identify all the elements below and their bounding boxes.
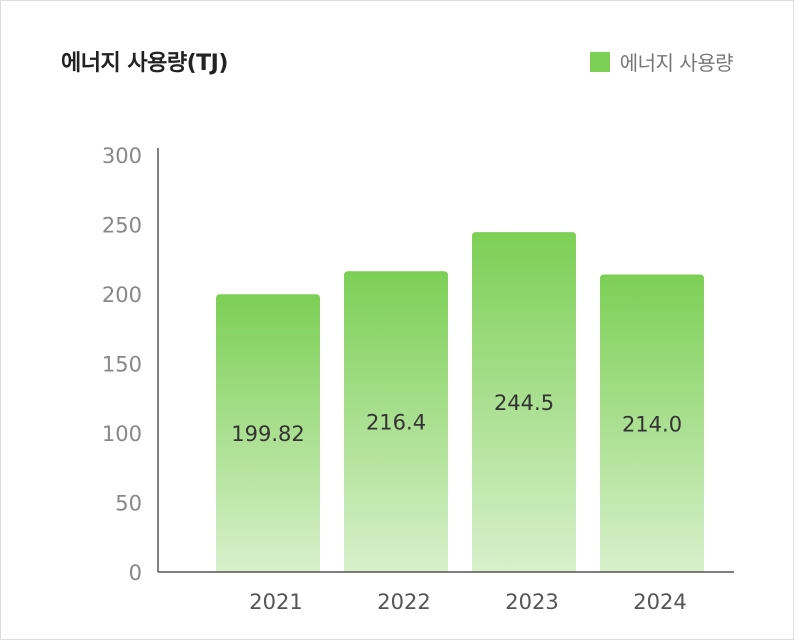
y-tick-label: 250 [102, 214, 142, 238]
y-tick-label: 150 [102, 353, 142, 377]
y-tick-label: 50 [115, 492, 142, 516]
legend-label: 에너지 사용량 [619, 51, 734, 75]
bar-2022 [344, 271, 448, 572]
bar-2023 [472, 232, 576, 572]
y-tick-label: 100 [102, 422, 142, 446]
x-tick-label: 2024 [633, 590, 686, 614]
x-tick-label: 2021 [249, 590, 302, 614]
y-tick-label: 300 [102, 144, 142, 168]
bar-2024 [600, 274, 704, 572]
bars: 199.82 216.4 244.5 214.0 [216, 232, 704, 572]
bar-2021 [216, 294, 320, 572]
y-tick-label: 0 [129, 561, 142, 585]
legend-swatch [589, 51, 610, 72]
x-tick-label: 2022 [377, 590, 430, 614]
legend: 에너지 사용량 [589, 47, 734, 76]
data-label-2022: 216.4 [366, 411, 426, 435]
data-label-2024: 214.0 [622, 412, 682, 436]
x-axis-ticks: 2021 2022 2023 2024 [249, 590, 686, 614]
data-label-2021: 199.82 [231, 422, 304, 446]
data-label-2023: 244.5 [494, 391, 554, 415]
x-tick-label: 2023 [505, 590, 558, 614]
axes [157, 148, 734, 573]
y-tick-label: 200 [102, 283, 142, 307]
y-axis-ticks: 0 50 100 150 200 250 300 [102, 144, 142, 585]
chart-title: 에너지 사용량(TJ) [61, 51, 228, 76]
